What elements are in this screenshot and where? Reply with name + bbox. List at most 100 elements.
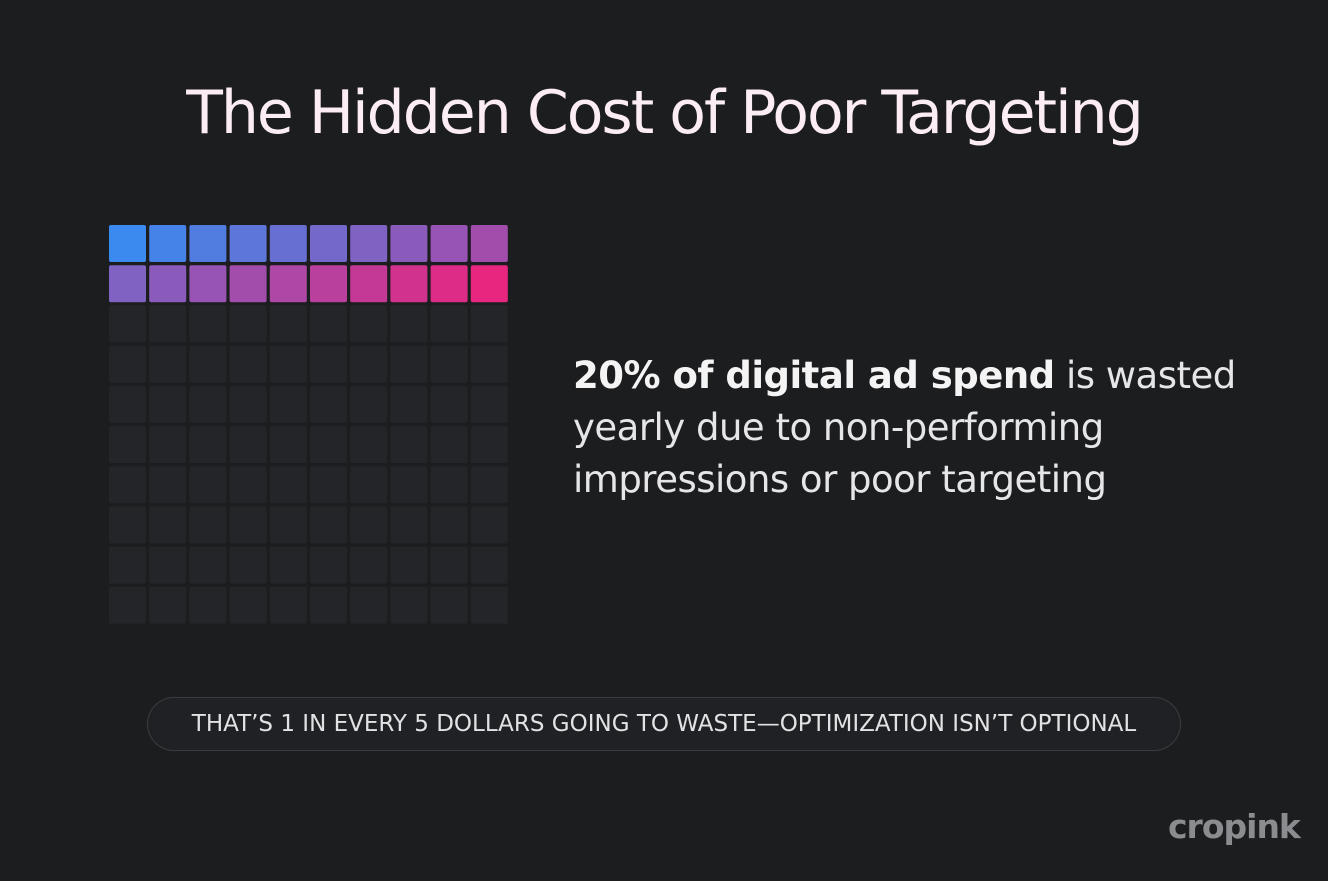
waffle-cell-empty bbox=[149, 546, 187, 584]
waffle-cell-filled bbox=[189, 265, 227, 303]
waffle-cell-empty bbox=[470, 506, 508, 544]
waffle-cell-empty bbox=[390, 586, 428, 624]
waffle-cell-empty bbox=[109, 385, 146, 423]
waffle-cell-filled bbox=[189, 225, 227, 262]
waffle-cell-empty bbox=[269, 305, 307, 343]
waffle-cell-empty bbox=[350, 426, 388, 463]
waffle-cell-empty bbox=[350, 586, 388, 624]
waffle-cell-empty bbox=[269, 586, 307, 624]
waffle-cell-filled bbox=[109, 225, 146, 262]
waffle-cell-empty bbox=[149, 385, 187, 423]
waffle-cell-empty bbox=[470, 345, 508, 383]
waffle-cell-empty bbox=[350, 345, 388, 383]
waffle-cell-empty bbox=[269, 385, 307, 423]
waffle-cell-empty bbox=[310, 506, 347, 544]
waffle-cell-empty bbox=[229, 345, 267, 383]
waffle-cell-filled bbox=[350, 225, 388, 262]
waffle-cell-filled bbox=[390, 265, 428, 303]
waffle-cell-empty bbox=[109, 546, 146, 584]
waffle-cell-empty bbox=[350, 506, 388, 544]
statement-text: is wasted yearly due to non-performing i… bbox=[573, 354, 1236, 501]
waffle-cell-filled bbox=[229, 225, 267, 262]
waffle-cell-empty bbox=[310, 305, 347, 343]
waffle-cell-filled bbox=[390, 225, 428, 262]
waffle-cell-empty bbox=[390, 385, 428, 423]
waffle-cell-empty bbox=[269, 506, 307, 544]
waffle-cell-empty bbox=[430, 345, 468, 383]
waffle-cell-empty bbox=[430, 385, 468, 423]
waffle-cell-empty bbox=[269, 546, 307, 584]
waffle-cell-filled bbox=[149, 225, 187, 262]
waffle-cell-empty bbox=[390, 546, 428, 584]
waffle-cell-empty bbox=[350, 466, 388, 504]
waffle-cell-empty bbox=[310, 426, 347, 463]
waffle-cell-empty bbox=[109, 305, 146, 343]
waffle-cell-empty bbox=[189, 466, 227, 504]
waffle-cell-empty bbox=[229, 426, 267, 463]
waffle-cell-empty bbox=[430, 586, 468, 624]
waffle-cell-empty bbox=[229, 466, 267, 504]
waffle-cell-empty bbox=[470, 586, 508, 624]
callout: THAT’S 1 IN EVERY 5 DOLLARS GOING TO WAS… bbox=[147, 697, 1181, 751]
waffle-cell-empty bbox=[269, 345, 307, 383]
waffle-cell-empty bbox=[189, 546, 227, 584]
logo: cropink bbox=[1168, 807, 1301, 846]
waffle-cell-empty bbox=[189, 586, 227, 624]
statement-highlight: 20% of digital ad spend bbox=[573, 354, 1055, 397]
waffle-cell-empty bbox=[229, 546, 267, 584]
waffle-cell-empty bbox=[350, 546, 388, 584]
waffle-cell-filled bbox=[149, 265, 187, 303]
waffle-cell-filled bbox=[229, 265, 267, 303]
waffle-cell-filled bbox=[470, 225, 508, 262]
waffle-cell-empty bbox=[189, 385, 227, 423]
waffle-cell-empty bbox=[430, 305, 468, 343]
waffle-cell-empty bbox=[149, 586, 187, 624]
waffle-cell-empty bbox=[310, 385, 347, 423]
waffle-cell-filled bbox=[430, 265, 468, 303]
waffle-cell-empty bbox=[229, 385, 267, 423]
waffle-cell-empty bbox=[310, 345, 347, 383]
waffle-cell-filled bbox=[310, 265, 347, 303]
waffle-cell-empty bbox=[109, 586, 146, 624]
waffle-cell-empty bbox=[109, 426, 146, 463]
waffle-cell-filled bbox=[109, 265, 146, 303]
waffle-cell-empty bbox=[470, 466, 508, 504]
waffle-cell-empty bbox=[310, 586, 347, 624]
waffle-cell-empty bbox=[430, 546, 468, 584]
waffle-cell-empty bbox=[269, 426, 307, 463]
waffle-cell-filled bbox=[269, 265, 307, 303]
waffle-cell-empty bbox=[229, 506, 267, 544]
waffle-cell-empty bbox=[470, 546, 508, 584]
waffle-cell-empty bbox=[390, 305, 428, 343]
waffle-cell-empty bbox=[350, 385, 388, 423]
waffle-cell-empty bbox=[189, 345, 227, 383]
waffle-cell-empty bbox=[390, 345, 428, 383]
waffle-chart bbox=[109, 225, 508, 624]
waffle-cell-empty bbox=[430, 466, 468, 504]
waffle-cell-empty bbox=[149, 345, 187, 383]
waffle-cell-filled bbox=[470, 265, 508, 303]
waffle-cell-empty bbox=[390, 426, 428, 463]
waffle-cell-empty bbox=[149, 466, 187, 504]
waffle-cell-empty bbox=[470, 305, 508, 343]
waffle-cell-empty bbox=[390, 506, 428, 544]
waffle-cell-filled bbox=[430, 225, 468, 262]
waffle-cell-empty bbox=[430, 506, 468, 544]
waffle-cell-empty bbox=[109, 506, 146, 544]
waffle-cell-empty bbox=[149, 506, 187, 544]
waffle-cell-empty bbox=[149, 305, 187, 343]
waffle-cell-filled bbox=[350, 265, 388, 303]
waffle-cell-empty bbox=[109, 466, 146, 504]
waffle-cell-empty bbox=[149, 426, 187, 463]
title: The Hidden Cost of Poor Targeting bbox=[186, 78, 1144, 148]
waffle-cell-empty bbox=[229, 586, 267, 624]
waffle-cell-empty bbox=[109, 345, 146, 383]
waffle-cell-empty bbox=[310, 546, 347, 584]
waffle-cell-empty bbox=[229, 305, 267, 343]
waffle-cell-empty bbox=[310, 466, 347, 504]
waffle-cell-filled bbox=[269, 225, 307, 262]
waffle-cell-filled bbox=[310, 225, 347, 262]
waffle-cell-empty bbox=[390, 466, 428, 504]
waffle-cell-empty bbox=[189, 305, 227, 343]
